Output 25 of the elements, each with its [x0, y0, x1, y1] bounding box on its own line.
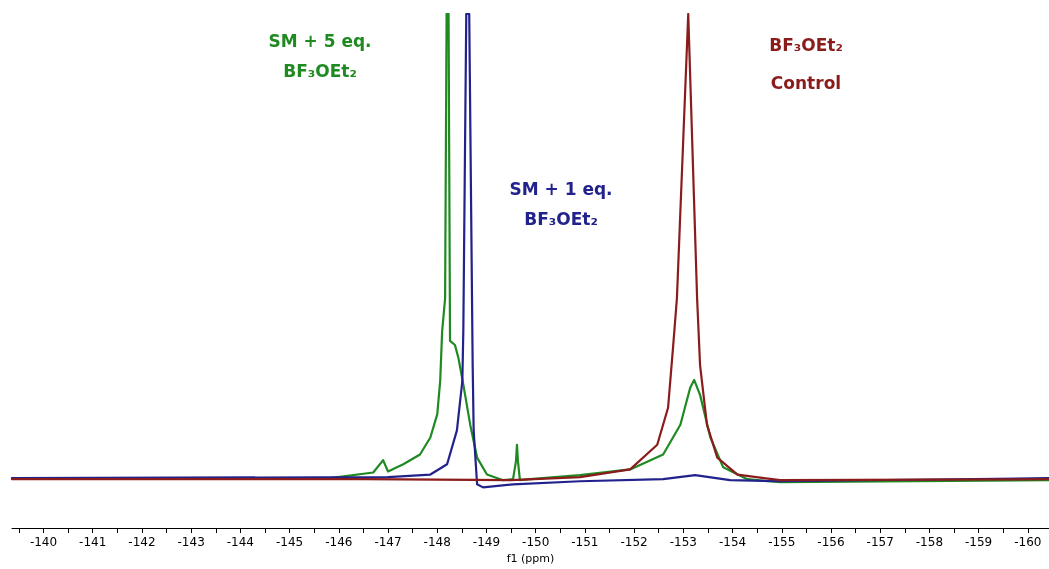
x-tick-label: -144 — [226, 535, 254, 549]
x-tick-label: -147 — [374, 535, 402, 549]
x-tick-label: -156 — [817, 535, 845, 549]
x-tick-label: -155 — [768, 535, 796, 549]
x-tick-label: -152 — [620, 535, 648, 549]
x-tick-label: -159 — [965, 535, 993, 549]
x-tick-label: -160 — [1014, 535, 1042, 549]
x-tick-label: -150 — [522, 535, 550, 549]
x-tick-label: -145 — [275, 535, 304, 549]
x-tick-label: -141 — [79, 535, 107, 549]
x-tick-label: -149 — [472, 535, 501, 549]
x-tick-label: -158 — [915, 535, 944, 549]
text: BF₃OEt₂ Control — [769, 35, 843, 93]
x-tick-label: -143 — [177, 535, 205, 549]
x-axis-title: f1 (ppm) — [506, 552, 555, 565]
x-tick-label: -148 — [423, 535, 451, 549]
x-tick-label: -146 — [325, 535, 353, 549]
text: SM + 1 eq. BF₃OEt₂ — [509, 179, 613, 229]
x-tick-label: -157 — [866, 535, 894, 549]
x-tick-label: -142 — [128, 535, 156, 549]
x-tick-label: -140 — [29, 535, 58, 549]
x-tick-label: -151 — [571, 535, 599, 549]
text: SM + 5 eq. BF₃OEt₂ — [268, 31, 372, 81]
x-tick-label: -154 — [718, 535, 747, 549]
x-tick-label: -153 — [669, 535, 697, 549]
